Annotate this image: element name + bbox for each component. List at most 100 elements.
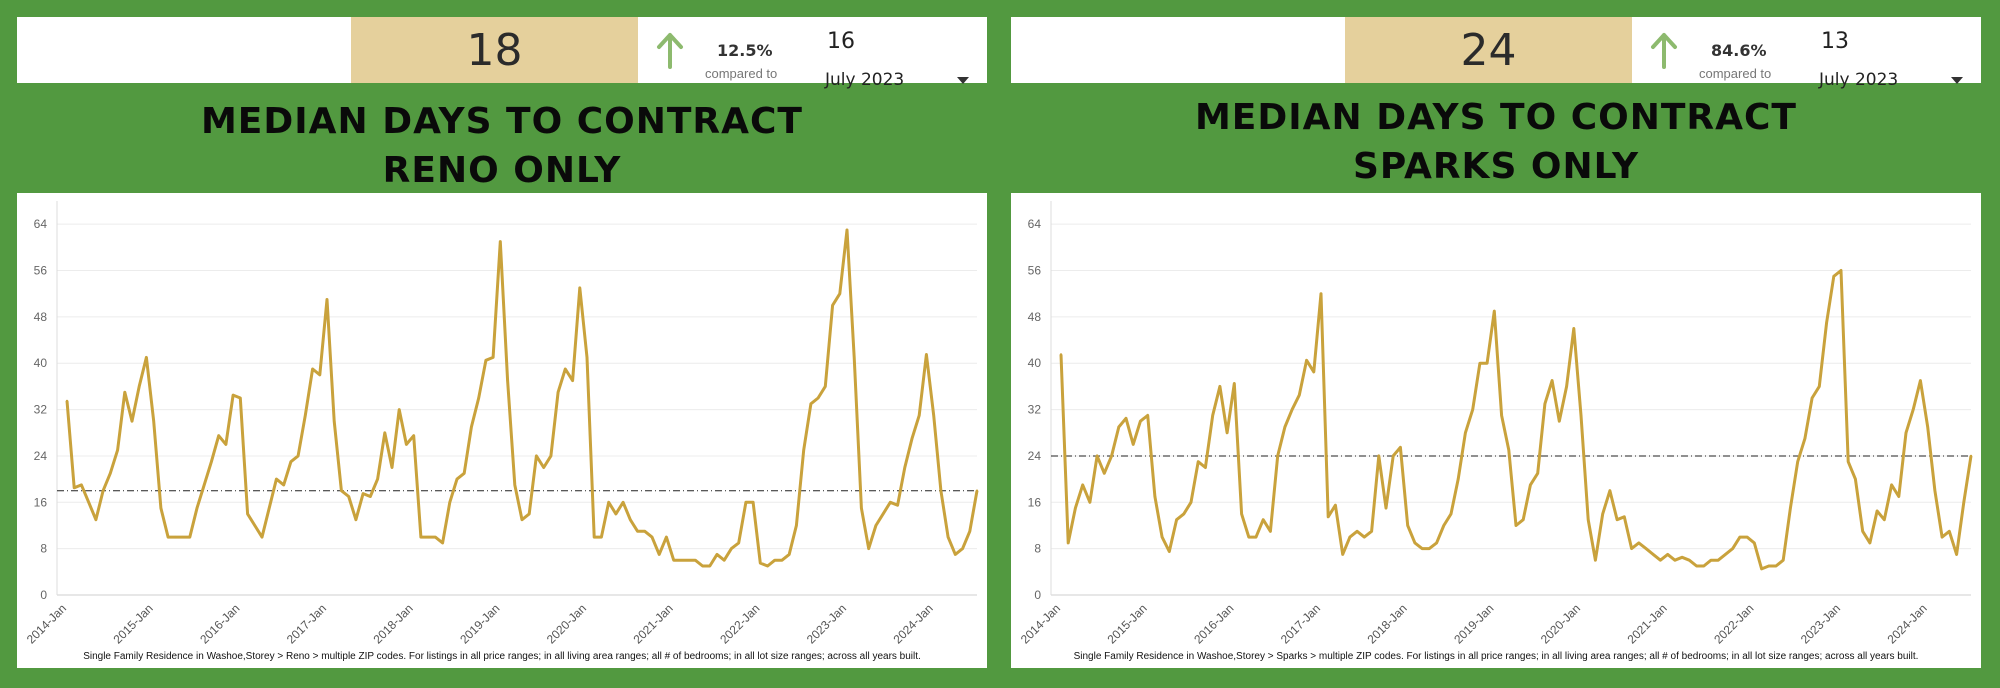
y-tick-label: 0 (40, 588, 47, 602)
data-point (658, 553, 661, 556)
data-point (918, 414, 921, 417)
x-tick-label: 2015-Jan (111, 601, 156, 646)
data-point (665, 535, 668, 539)
data-point (643, 530, 646, 533)
data-point (1680, 556, 1684, 559)
data-point (152, 420, 155, 423)
data-point (708, 564, 711, 568)
data-point (1847, 460, 1850, 463)
data-point (1644, 547, 1648, 550)
data-point (1312, 370, 1315, 374)
kpi-compared-label: compared to (705, 66, 778, 81)
data-point (1579, 414, 1583, 417)
data-point (650, 535, 654, 539)
x-tick-label: 2015-Jan (1105, 601, 1150, 646)
data-point (1818, 385, 1821, 388)
data-point (1139, 420, 1142, 423)
x-tick-label: 2019-Jan (1451, 601, 1496, 646)
data-point (333, 420, 336, 423)
kpi-compared-label: compared to (1699, 66, 1772, 81)
data-point (296, 454, 300, 458)
date-selector[interactable]: July 2023 (1819, 70, 1899, 90)
data-point (1218, 385, 1222, 388)
y-tick-label: 48 (34, 310, 48, 324)
data-point (824, 385, 827, 388)
data-point (159, 506, 163, 510)
data-point (174, 535, 177, 539)
data-point (224, 443, 228, 446)
data-point (867, 547, 870, 550)
y-tick-label: 32 (34, 403, 48, 417)
data-point (889, 501, 892, 504)
data-point (744, 501, 748, 504)
data-point (1601, 512, 1604, 516)
data-point (1572, 327, 1575, 330)
x-tick-label: 2023-Jan (804, 601, 849, 646)
data-point (730, 547, 733, 550)
data-point (542, 466, 545, 469)
x-tick-label: 2022-Jan (717, 601, 762, 646)
data-point (1623, 515, 1626, 518)
x-tick-label: 2017-Jan (1278, 601, 1323, 646)
kpi-current-value: 24 (1345, 17, 1632, 83)
data-point (455, 477, 459, 481)
data-point (1558, 420, 1561, 423)
data-point (1717, 559, 1720, 562)
data-point (275, 477, 278, 481)
data-point (361, 492, 365, 495)
data-point (1088, 501, 1092, 504)
data-point (932, 414, 935, 417)
data-point (1298, 393, 1301, 397)
data-point (1471, 408, 1474, 411)
chart-title: MEDIAN DAYS TO CONTRACT SPARKS ONLY (1011, 93, 1981, 191)
data-point (1074, 506, 1077, 510)
data-point (621, 501, 625, 504)
date-selector[interactable]: July 2023 (825, 70, 905, 90)
data-point (773, 559, 776, 562)
data-point (73, 486, 76, 489)
chart-footnote: Single Family Residence in Washoe,Storey… (83, 651, 921, 662)
data-point (181, 535, 184, 539)
data-point (1457, 477, 1460, 481)
x-tick-label: 2020-Jan (544, 601, 589, 646)
data-point (1666, 553, 1669, 556)
data-point (65, 399, 69, 403)
data-point (1262, 518, 1265, 521)
data-point (838, 292, 841, 295)
data-point (1890, 483, 1893, 487)
data-point (109, 472, 112, 475)
data-point (1948, 530, 1951, 533)
data-point (484, 359, 488, 362)
data-point (1355, 530, 1359, 533)
data-point (954, 553, 957, 556)
y-tick-label: 32 (1028, 403, 1042, 417)
data-point (593, 535, 596, 539)
data-point (1500, 414, 1503, 417)
caret-down-icon[interactable] (1951, 77, 1963, 84)
data-point (614, 512, 618, 516)
data-point (1160, 535, 1164, 539)
data-point (441, 541, 444, 545)
data-point (788, 553, 791, 556)
data-point (528, 512, 531, 516)
data-point (1543, 402, 1547, 405)
data-point (1240, 512, 1243, 516)
data-point (1839, 269, 1843, 272)
data-point (549, 454, 553, 458)
data-point (426, 535, 430, 539)
data-point (1514, 524, 1518, 527)
data-point (1912, 408, 1915, 411)
data-point (766, 564, 769, 568)
data-point (1825, 321, 1828, 324)
x-tick-label: 2022-Jan (1711, 601, 1756, 646)
y-tick-label: 0 (1034, 588, 1041, 602)
data-point (853, 356, 856, 359)
data-point (672, 559, 675, 562)
data-point (398, 408, 401, 411)
data-point (715, 553, 719, 556)
data-point (80, 483, 83, 487)
data-point (535, 454, 538, 458)
caret-down-icon[interactable] (957, 77, 969, 84)
data-point (1485, 362, 1489, 365)
data-point (318, 373, 321, 376)
